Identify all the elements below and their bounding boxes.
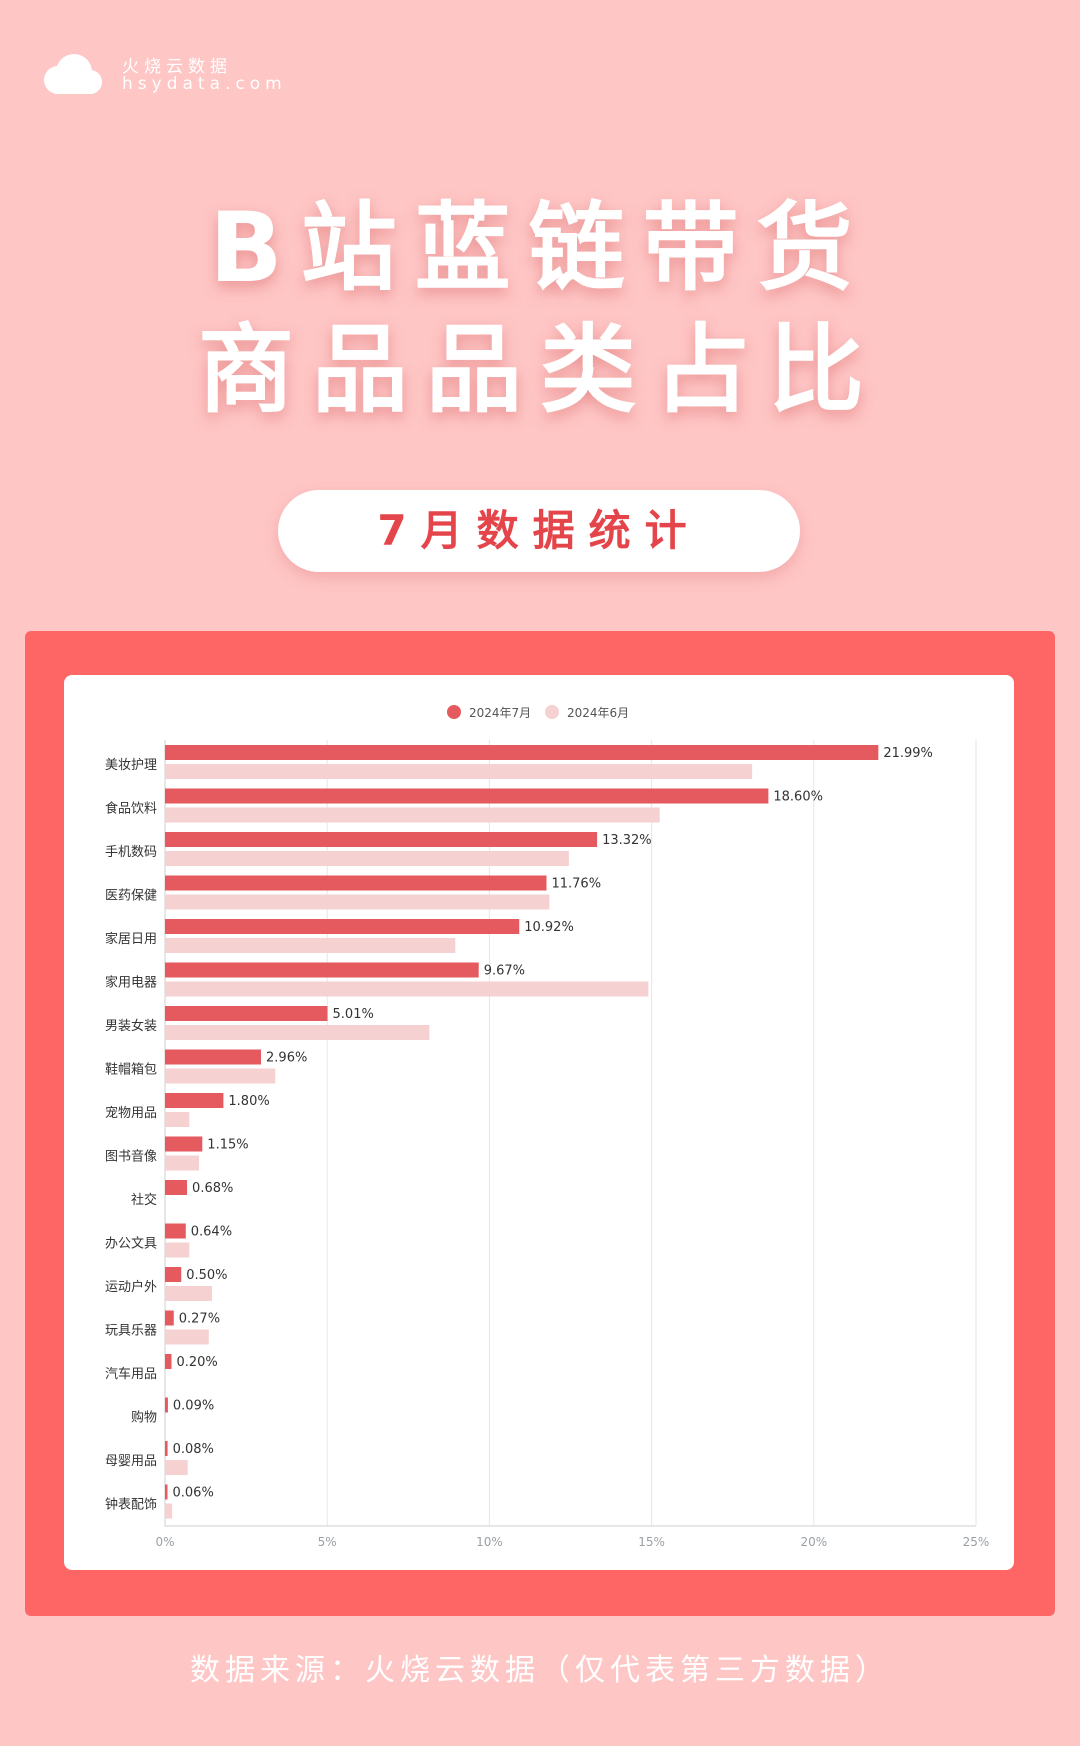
cloud-icon [44, 54, 102, 94]
data-label: 0.68% [192, 1181, 233, 1196]
brand-url: hsydata.com [122, 74, 287, 94]
bar-2024-07 [165, 1310, 174, 1326]
data-label: 11.76% [551, 877, 601, 892]
data-label: 5.01% [333, 1007, 374, 1022]
x-tick-label: 20% [800, 1535, 827, 1549]
bar-2024-07 [165, 1441, 168, 1456]
category-label: 运动户外 [105, 1279, 157, 1295]
data-label: 10.92% [524, 920, 574, 935]
category-label: 社交 [131, 1192, 157, 1208]
category-label: 钟表配饰 [105, 1497, 157, 1513]
x-tick-label: 10% [476, 1535, 503, 1549]
data-label: 18.60% [773, 790, 823, 805]
data-label: 0.50% [186, 1268, 227, 1283]
bar-2024-06 [165, 1112, 190, 1127]
legend-marker [447, 705, 461, 719]
category-label: 图书音像 [105, 1149, 157, 1165]
category-label: 汽车用品 [105, 1366, 157, 1382]
x-tick-label: 15% [638, 1535, 665, 1549]
bar-2024-07 [165, 875, 547, 891]
data-label: 1.15% [207, 1138, 248, 1153]
category-label: 母婴用品 [105, 1454, 157, 1469]
bar-2024-06 [165, 1286, 213, 1301]
bar-2024-07 [165, 1006, 328, 1021]
bar-2024-07 [165, 1180, 188, 1195]
bar-2024-07 [165, 1484, 168, 1500]
data-label: 1.80% [228, 1094, 269, 1109]
legend-label: 2024年7月 [469, 706, 531, 720]
data-label: 13.32% [602, 833, 652, 848]
data-label: 9.67% [484, 964, 525, 979]
bar-2024-07 [165, 745, 879, 760]
category-label: 购物 [131, 1410, 157, 1426]
bar-2024-07 [165, 919, 520, 934]
bar-2024-06 [165, 1242, 190, 1258]
bar-2024-06 [165, 1329, 209, 1345]
data-label: 0.27% [179, 1312, 220, 1327]
category-label: 医药保健 [105, 889, 157, 904]
x-tick-label: 25% [963, 1535, 990, 1549]
bar-2024-06 [165, 981, 649, 997]
bar-2024-06 [165, 807, 660, 823]
bar-2024-06 [165, 1460, 188, 1475]
x-tick-label: 0% [155, 1535, 174, 1549]
category-label: 办公文具 [105, 1237, 157, 1252]
category-label: 玩具乐器 [105, 1324, 157, 1339]
data-label: 21.99% [883, 746, 933, 761]
bar-2024-07 [165, 1223, 186, 1239]
bar-2024-07 [165, 832, 598, 847]
legend-label: 2024年6月 [567, 706, 629, 720]
category-label: 手机数码 [105, 845, 157, 860]
x-tick-label: 5% [318, 1535, 337, 1549]
bar-2024-07 [165, 1354, 172, 1369]
data-label: 2.96% [266, 1051, 307, 1066]
category-label: 鞋帽箱包 [105, 1062, 157, 1078]
bar-2024-07 [165, 962, 479, 978]
data-label: 0.08% [173, 1442, 214, 1457]
data-source-note: 数据来源：火烧云数据（仅代表第三方数据） [190, 1653, 890, 1688]
chart-card: 0% 5% 10% 15% 20% 25% 2024年7月 2024年6月美妆护理 21.99%… [64, 675, 1014, 1570]
bar-2024-07 [165, 788, 769, 804]
bar-2024-07 [165, 1136, 203, 1152]
subtitle-pill: 7月数据统计 [278, 490, 800, 572]
bar-2024-07 [165, 1093, 224, 1108]
bar-2024-06 [165, 1025, 430, 1040]
category-label: 家居日用 [105, 931, 157, 947]
data-label: 0.09% [173, 1399, 214, 1414]
brand-name: 火烧云数据 [122, 57, 232, 77]
bar-2024-07 [165, 1049, 262, 1065]
bar-2024-06 [165, 1503, 173, 1519]
bar-2024-06 [165, 764, 753, 779]
category-label: 家用电器 [105, 975, 157, 991]
legend-marker [545, 705, 559, 719]
data-label: 0.64% [191, 1225, 232, 1240]
data-label: 0.20% [176, 1355, 217, 1370]
bar-2024-07 [165, 1397, 168, 1413]
bar-2024-06 [165, 938, 456, 953]
bar-2024-06 [165, 851, 569, 866]
bar-2024-06 [165, 1068, 276, 1084]
bar-2024-07 [165, 1267, 182, 1282]
page-title-line-1: B站蓝链带货 [209, 192, 871, 304]
category-label: 食品饮料 [105, 801, 157, 817]
bar-2024-06 [165, 894, 550, 910]
page-title-line-2: 商品品类占比 [198, 314, 882, 426]
bar-2024-06 [165, 1155, 200, 1171]
category-label: 男装女装 [105, 1018, 157, 1034]
category-label: 宠物用品 [105, 1105, 157, 1121]
data-label: 0.06% [173, 1486, 214, 1501]
category-label: 美妆护理 [105, 758, 157, 773]
